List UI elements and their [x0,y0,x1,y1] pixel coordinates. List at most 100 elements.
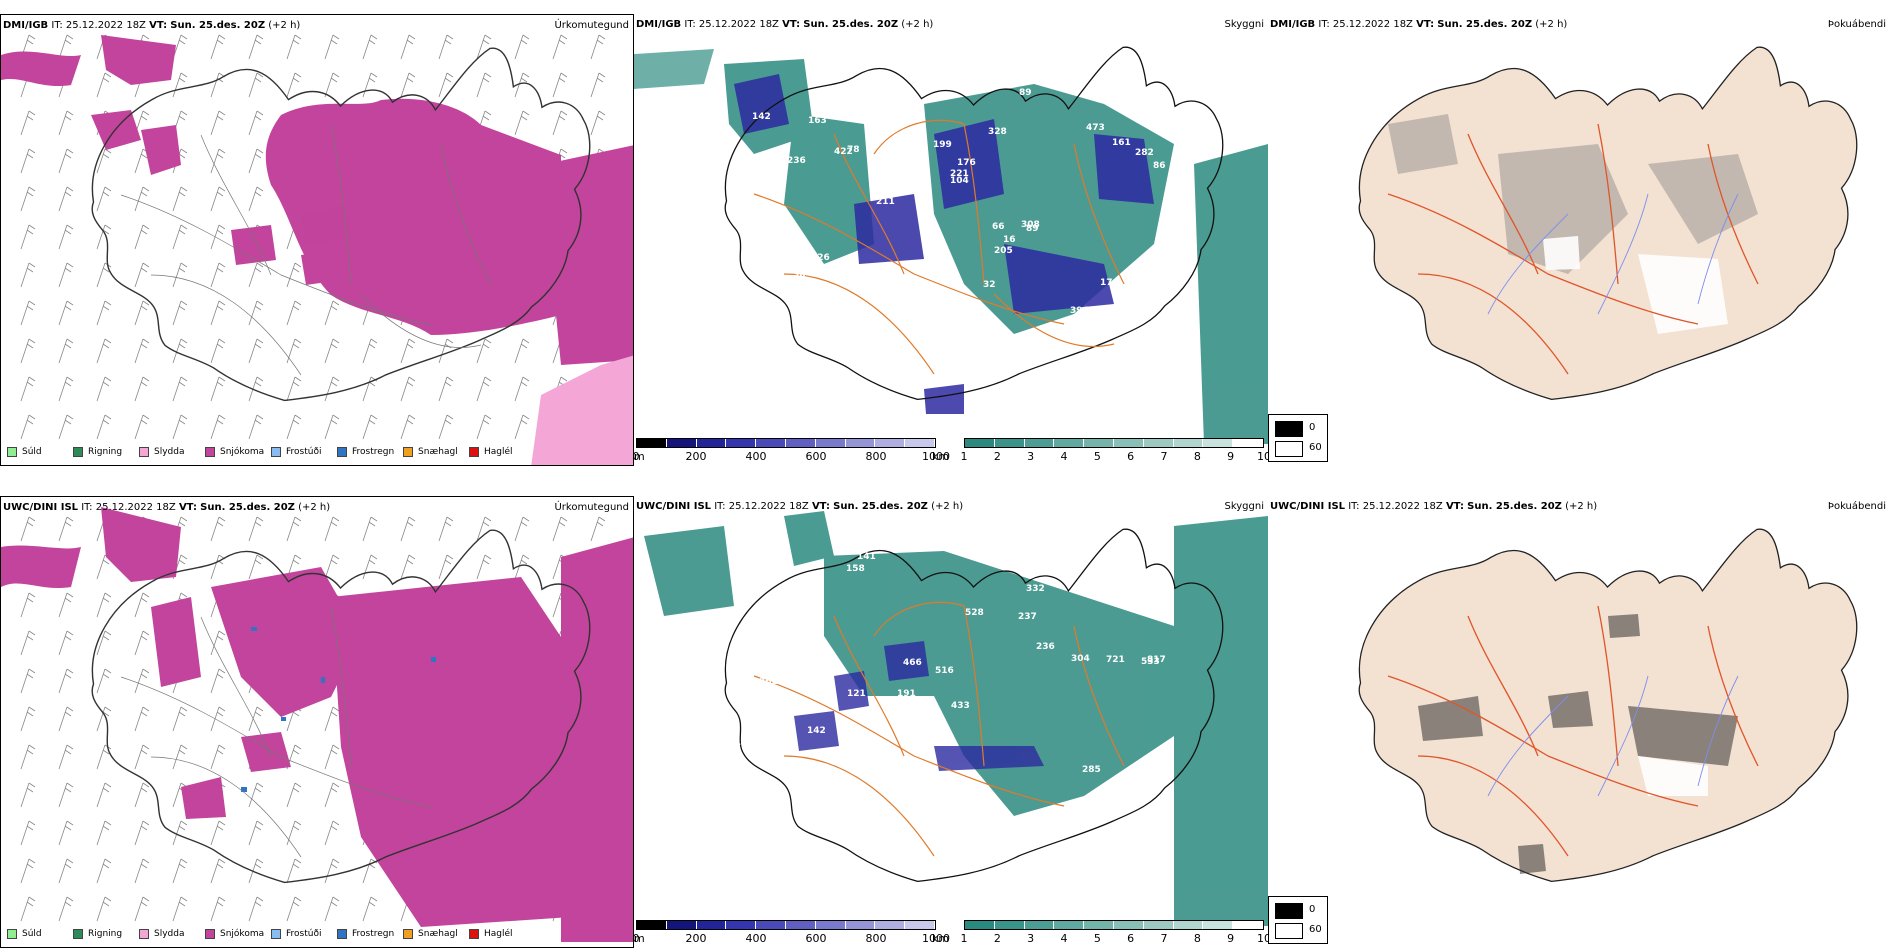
wind-barb [20,668,36,694]
wind-barb [96,72,112,98]
rivers [1487,193,1739,315]
wind-barb [286,72,302,98]
wind-barb [20,592,36,618]
height-colorbar: 0 200 400 600 800 1000 m [634,920,950,948]
lead-time: (+2 h) [1565,501,1598,512]
wind-barb [134,896,150,922]
legend-label: Haglél [484,447,513,457]
wind-barb [324,300,340,326]
colorbar-tick: 5 [1093,932,1101,945]
cloud-base-value: 78 [847,145,860,155]
wind-barb [172,262,188,288]
roads [753,119,1125,375]
legend-label: Súld [22,929,42,939]
wind-barb [96,338,112,364]
cloud-base-value: 131 [731,312,750,322]
colorbar-tick: 10 [1257,450,1268,463]
fog-legend-1: 0 60 [1268,414,1328,462]
legend-swatch [205,929,215,939]
cloud-base-value: 433 [951,701,970,711]
colorbar-tick: 2 [993,932,1001,945]
cloud-base-panel-1: DMI/IGB IT: 25.12.2022 18Z VT: Sun. 25.d… [634,14,1268,466]
wind-barb [552,72,568,98]
low-cloud-areas [794,641,1044,771]
cloud-base-value: 205 [994,246,1013,256]
wind-barb [362,34,378,60]
wind-barb [20,516,36,542]
cloud-base-value: 170 [1100,278,1119,288]
roads [1387,605,1759,857]
legend-item: Frostúði [271,927,337,941]
vt-value: Sun. 25.des. 20Z [200,502,295,513]
legend-item: Haglél [469,445,535,459]
wind-barb [20,224,36,250]
wind-barb [286,896,302,922]
legend-item: Frostregn [337,445,403,459]
cloud-base-value: 97 [752,795,765,805]
wind-barb [324,820,340,846]
wind-barb [58,706,74,732]
cloud-base-value: 163 [808,116,827,126]
wind-barb [210,630,226,656]
wind-barb [514,110,530,136]
fog-white [1638,756,1708,796]
wind-barb [58,376,74,402]
wind-barb [96,300,112,326]
fog-white [1543,236,1728,334]
cloud-base-value: 201 [902,767,921,777]
legend-item: Frostúði [271,445,337,459]
fog-shading [1388,114,1758,274]
colorbar-tick: 8 [1193,932,1201,945]
cloud-base-value: 142 [752,112,771,122]
wind-barb [172,858,188,884]
wind-barb [324,516,340,542]
cloud-base-value: 941 [739,694,758,704]
wind-barb [514,516,530,542]
wind-barb [134,262,150,288]
wind-barb [362,72,378,98]
panel-header: UWC/DINI ISL IT: 25.12.2022 18Z VT: Sun.… [3,501,631,515]
wind-barb [58,516,74,542]
wind-barb [248,186,264,212]
cloud-base-value: 396 [1070,306,1089,316]
wind-barb [248,820,264,846]
wind-barb [58,34,74,60]
wind-barb [286,782,302,808]
wind-barb [134,300,150,326]
wind-barb [476,72,492,98]
cloud-base-value: 721 [1106,655,1125,665]
cloud-base-value: 142 [807,726,826,736]
cloud-base-value: 141 [857,552,876,562]
wind-barb [590,110,606,136]
cloud-base-value: 282 [1135,148,1154,158]
wind-barb [438,554,454,580]
cloud-base-value: 117 [727,295,746,305]
wind-barb [210,224,226,250]
wind-barb [514,376,530,402]
wind-barb [286,262,302,288]
legend-swatch [403,929,413,939]
wind-barb [476,34,492,60]
vt-value: Sun. 25.des. 20Z [833,501,928,512]
colorbar-tick: 600 [805,450,827,463]
vt-value: Sun. 25.des. 20Z [170,20,266,31]
cloud-base-value: 139 [745,169,764,179]
wind-barb [248,782,264,808]
wind-barb [248,896,264,922]
it-value: 25.12.2022 18Z [698,19,779,30]
cloud-base-value: 12 [968,806,981,816]
wind-barb [134,858,150,884]
cloud-base-value: 528 [965,608,984,618]
it-label: IT: [81,502,93,513]
cloud-base-value: 533 [1141,657,1160,667]
wind-barb [58,148,74,174]
cloud-base-value: 158 [846,564,865,574]
cloud-base-value: 89 [1019,88,1032,98]
colorbar-tick: 0 [634,932,640,945]
legend-label: Snæhagl [418,929,458,939]
wind-barb [20,706,36,732]
legend-item: Snæhagl [403,927,469,941]
wind-barb [514,554,530,580]
wind-barb [20,262,36,288]
snow-areas [1,507,633,942]
